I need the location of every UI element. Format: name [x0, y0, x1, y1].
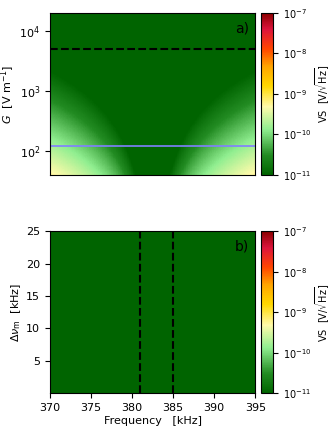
Text: a): a): [235, 21, 249, 35]
Y-axis label: $G$  [V m$^{-1}$]: $G$ [V m$^{-1}$]: [0, 64, 17, 124]
Text: b): b): [235, 239, 249, 254]
Y-axis label: VS  [V/$\sqrt{\mathrm{Hz}}$]: VS [V/$\sqrt{\mathrm{Hz}}$]: [314, 64, 332, 123]
X-axis label: Frequency   [kHz]: Frequency [kHz]: [104, 416, 201, 426]
Y-axis label: VS  [V/$\sqrt{\mathrm{Hz}}$]: VS [V/$\sqrt{\mathrm{Hz}}$]: [314, 283, 332, 342]
Y-axis label: $\Delta\nu_\mathrm{m}$  [kHz]: $\Delta\nu_\mathrm{m}$ [kHz]: [10, 283, 23, 342]
